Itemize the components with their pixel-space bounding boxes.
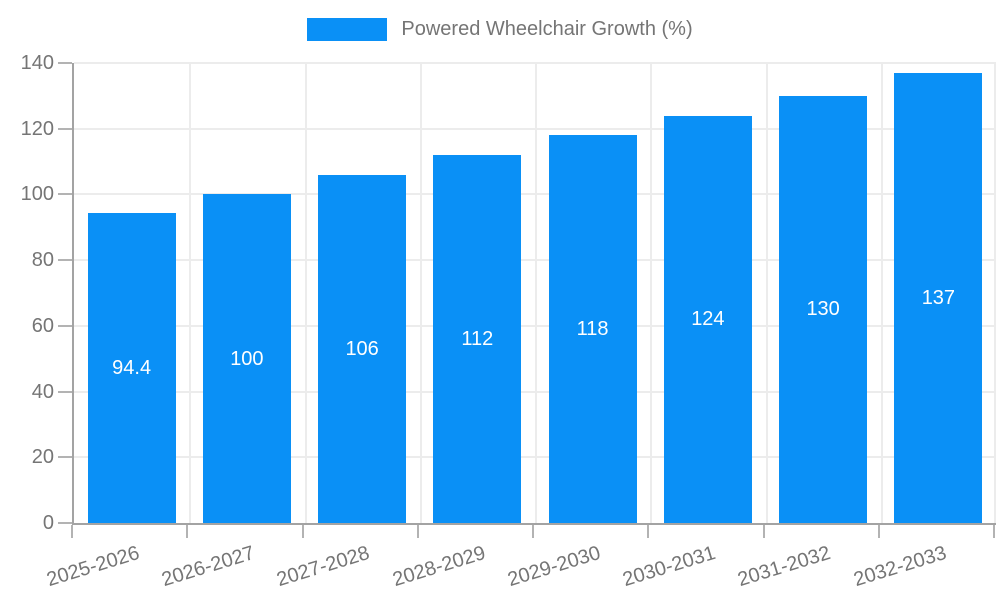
x-axis-tick: [532, 525, 534, 538]
legend[interactable]: Powered Wheelchair Growth (%): [0, 14, 1000, 44]
x-axis-tick-label: 2025-2026: [44, 542, 143, 592]
y-axis-tick-label: 0: [42, 512, 54, 534]
bar-2027-2028[interactable]: 106: [318, 174, 407, 523]
y-axis-tick: [58, 127, 72, 130]
y-axis-tick-label: 100: [20, 183, 54, 206]
y-axis-tick-label: 140: [20, 52, 54, 74]
x-axis-tick: [647, 525, 650, 538]
y-axis-tick-label: 120: [20, 117, 54, 140]
x-axis-tick: [301, 525, 304, 538]
bar-2025-2026[interactable]: 94.4: [87, 212, 176, 523]
x-axis-tick: [71, 525, 73, 538]
y-axis-tick-label: 40: [31, 380, 54, 403]
gridline-vertical: [189, 63, 192, 523]
bar-value-label: 106: [345, 337, 379, 360]
y-axis-tick: [58, 390, 72, 393]
gridline-vertical: [994, 63, 996, 523]
y-axis-tick-label: 80: [31, 249, 54, 272]
y-axis-tick-label: 20: [31, 446, 54, 469]
bar-value-label: 100: [230, 347, 264, 370]
x-axis-tick: [877, 525, 880, 538]
y-axis-tick: [58, 193, 72, 196]
bar-value-label: 118: [576, 318, 609, 341]
bar-value-label: 94.4: [112, 356, 152, 379]
bar-value-label: 124: [691, 308, 725, 331]
plot-area: 94.4 100 106 112 118 124 130 137: [72, 62, 996, 525]
x-axis-tick-label: 2029-2030: [505, 542, 604, 592]
bar-value-label: 137: [921, 286, 956, 309]
bar-value-label: 130: [806, 298, 840, 321]
gridline-vertical: [304, 63, 307, 523]
y-axis-tick-label: 60: [31, 314, 54, 337]
x-axis-tick-label: 2031-2032: [735, 542, 834, 592]
gridline-vertical: [419, 63, 422, 523]
y-axis-tick: [58, 324, 72, 327]
bar-2029-2030[interactable]: 118: [548, 135, 637, 523]
bar-2030-2031[interactable]: 124: [663, 115, 752, 523]
gridline-vertical: [535, 63, 537, 523]
gridline-vertical: [765, 63, 768, 523]
x-axis-tick: [416, 525, 419, 538]
x-axis-tick: [762, 525, 765, 538]
bar-2032-2033[interactable]: 137: [894, 72, 983, 523]
legend-swatch-icon: [307, 17, 388, 41]
y-axis-tick: [58, 62, 72, 64]
x-axis-tick-label: 2026-2027: [159, 542, 258, 592]
bar-2028-2029[interactable]: 112: [433, 155, 522, 523]
y-axis-tick: [58, 522, 72, 524]
y-axis-tick: [58, 456, 72, 459]
legend-label: Powered Wheelchair Growth (%): [401, 17, 693, 40]
bar-2026-2027[interactable]: 100: [202, 194, 291, 523]
y-axis-tick: [58, 259, 72, 262]
gridline-vertical: [880, 63, 883, 523]
x-axis-tick-label: 2028-2029: [389, 542, 488, 592]
x-axis-tick-label: 2030-2031: [620, 542, 719, 592]
bar-2031-2032[interactable]: 130: [779, 95, 868, 523]
x-axis-tick-label: 2027-2028: [274, 542, 373, 592]
gridline-vertical: [650, 63, 653, 523]
bar-value-label: 112: [461, 328, 494, 350]
x-axis-tick-label: 2032-2033: [850, 542, 949, 592]
x-axis-tick: [993, 525, 995, 538]
x-axis-tick: [186, 525, 189, 538]
